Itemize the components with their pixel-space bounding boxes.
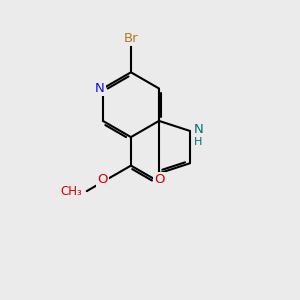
Text: H: H <box>194 137 202 147</box>
Text: Br: Br <box>124 32 138 45</box>
Text: N: N <box>193 123 203 136</box>
Text: N: N <box>95 82 105 95</box>
Text: O: O <box>154 173 164 186</box>
Text: CH₃: CH₃ <box>61 184 82 198</box>
Text: O: O <box>98 173 108 186</box>
